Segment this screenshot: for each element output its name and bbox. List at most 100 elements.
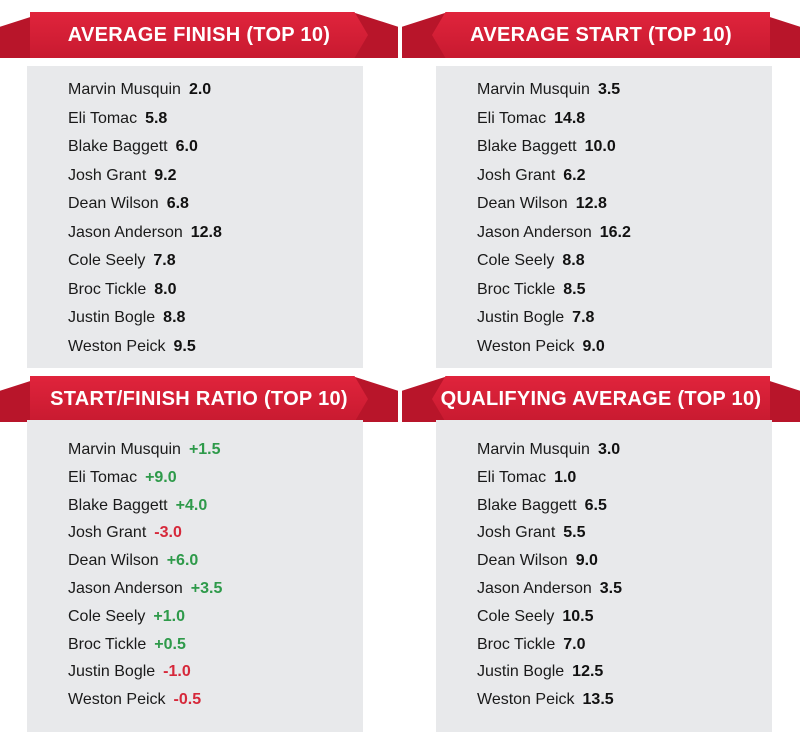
rider-value: 12.8 bbox=[575, 195, 607, 212]
average-start-panel: AVERAGE START (TOP 10) Marvin Musquin 3.5… bbox=[400, 0, 800, 368]
panel-banner: START/FINISH RATIO (TOP 10) bbox=[0, 376, 398, 422]
rider-value: 9.5 bbox=[173, 337, 196, 355]
panel-title: QUALIFYING AVERAGE (TOP 10) bbox=[432, 376, 770, 422]
rider-name: Cole Seely bbox=[477, 252, 555, 269]
list-item: Josh Grant 6.2 bbox=[477, 162, 631, 191]
list-item: Josh Grant 9.2 bbox=[68, 162, 222, 191]
list-item: Justin Bogle 8.8 bbox=[68, 304, 222, 333]
rider-name: Eli Tomac bbox=[68, 468, 138, 486]
rider-value: 6.2 bbox=[563, 166, 586, 184]
list-item: Blake Baggett 6.0 bbox=[68, 133, 222, 162]
list-item: Weston Peick -0.5 bbox=[68, 686, 222, 714]
rider-value: 8.8 bbox=[562, 252, 585, 269]
rider-name: Marvin Musquin bbox=[68, 441, 181, 458]
rider-name: Justin Bogle bbox=[68, 663, 156, 681]
list-item: Josh Grant -3.0 bbox=[68, 519, 222, 547]
rider-name: Jason Anderson bbox=[477, 223, 592, 241]
stats-box: Marvin Musquin 3.5 Eli Tomac 14.8 Blake Bagg… bbox=[436, 66, 772, 368]
rider-name: Eli Tomac bbox=[477, 109, 547, 127]
panel-title: AVERAGE START (TOP 10) bbox=[432, 12, 770, 58]
list-item: Cole Seely 10.5 bbox=[477, 603, 622, 631]
list-item: Weston Peick 13.5 bbox=[477, 686, 622, 714]
rider-value: 8.0 bbox=[154, 280, 177, 298]
rider-value: +6.0 bbox=[166, 552, 199, 570]
rider-value: 14.8 bbox=[554, 109, 586, 127]
rider-value: 8.5 bbox=[563, 280, 586, 298]
rider-value: 16.2 bbox=[599, 223, 631, 241]
rider-value: 2.0 bbox=[188, 81, 212, 98]
rider-name: Justin Bogle bbox=[68, 309, 156, 326]
list-item: Cole Seely 7.8 bbox=[68, 247, 222, 276]
rider-name: Josh Grant bbox=[68, 524, 147, 542]
rider-value: -0.5 bbox=[173, 691, 202, 709]
rider-name: Dean Wilson bbox=[477, 552, 568, 570]
rider-value: 1.0 bbox=[554, 468, 577, 486]
rider-value: 9.0 bbox=[582, 337, 605, 355]
list-item: Jason Anderson 12.8 bbox=[68, 219, 222, 248]
list-item: Blake Baggett +4.0 bbox=[68, 492, 222, 520]
rider-value: +3.5 bbox=[190, 579, 223, 597]
rider-name: Eli Tomac bbox=[68, 109, 138, 127]
list-item: Blake Baggett 6.5 bbox=[477, 492, 622, 520]
rider-name: Cole Seely bbox=[477, 607, 555, 625]
rider-value: -3.0 bbox=[154, 524, 182, 542]
rider-name: Broc Tickle bbox=[68, 280, 147, 298]
rider-name: Weston Peick bbox=[68, 337, 166, 355]
rider-value: 5.5 bbox=[563, 524, 586, 542]
rider-name: Josh Grant bbox=[477, 524, 556, 542]
stats-list: Marvin Musquin 3.0 Eli Tomac 1.0 Blake Bagge… bbox=[477, 436, 622, 714]
stats-list: Marvin Musquin +1.5 Eli Tomac +9.0 Blake Bag… bbox=[68, 436, 222, 714]
list-item: Marvin Musquin 3.0 bbox=[477, 436, 622, 464]
rider-name: Weston Peick bbox=[477, 691, 575, 709]
panel-banner: AVERAGE FINISH (TOP 10) bbox=[0, 12, 398, 58]
rider-name: Josh Grant bbox=[477, 166, 556, 184]
list-item: Marvin Musquin 2.0 bbox=[68, 76, 222, 105]
rider-value: 12.5 bbox=[572, 663, 604, 681]
rider-value: 7.8 bbox=[153, 252, 176, 269]
rider-value: +1.0 bbox=[153, 607, 185, 625]
rider-value: 6.5 bbox=[584, 496, 607, 514]
list-item: Blake Baggett 10.0 bbox=[477, 133, 631, 162]
average-finish-panel: AVERAGE FINISH (TOP 10) Marvin Musquin 2.… bbox=[0, 0, 400, 368]
rider-value: 3.0 bbox=[597, 441, 621, 458]
rider-value: 7.8 bbox=[572, 309, 595, 326]
rider-name: Marvin Musquin bbox=[477, 441, 590, 458]
rider-value: 10.0 bbox=[584, 138, 616, 155]
stats-box: Marvin Musquin +1.5 Eli Tomac +9.0 Blake Bag… bbox=[27, 420, 363, 732]
rider-name: Dean Wilson bbox=[68, 552, 159, 570]
rider-name: Marvin Musquin bbox=[68, 81, 181, 98]
panel-banner: AVERAGE START (TOP 10) bbox=[402, 12, 800, 58]
rider-value: 6.0 bbox=[175, 138, 198, 155]
rider-name: Blake Baggett bbox=[68, 138, 168, 155]
rider-name: Blake Baggett bbox=[477, 496, 577, 514]
rider-name: Blake Baggett bbox=[68, 496, 168, 514]
list-item: Cole Seely +1.0 bbox=[68, 603, 222, 631]
rider-name: Justin Bogle bbox=[477, 663, 565, 681]
list-item: Justin Bogle 12.5 bbox=[477, 658, 622, 686]
panel-title: START/FINISH RATIO (TOP 10) bbox=[30, 376, 368, 422]
rider-name: Broc Tickle bbox=[477, 280, 556, 298]
list-item: Dean Wilson 6.8 bbox=[68, 190, 222, 219]
list-item: Jason Anderson 3.5 bbox=[477, 575, 622, 603]
rider-value: 10.5 bbox=[562, 607, 594, 625]
list-item: Weston Peick 9.0 bbox=[477, 333, 631, 362]
rider-name: Justin Bogle bbox=[477, 309, 565, 326]
rider-name: Cole Seely bbox=[68, 252, 146, 269]
rider-name: Dean Wilson bbox=[477, 195, 568, 212]
list-item: Dean Wilson 9.0 bbox=[477, 547, 622, 575]
qualifying-average-panel: QUALIFYING AVERAGE (TOP 10) Marvin Musqu… bbox=[400, 368, 800, 736]
rider-name: Dean Wilson bbox=[68, 195, 159, 212]
stats-box: Marvin Musquin 2.0 Eli Tomac 5.8 Blake Bagge… bbox=[27, 66, 363, 368]
list-item: Dean Wilson +6.0 bbox=[68, 547, 222, 575]
rider-value: -1.0 bbox=[163, 663, 191, 681]
list-item: Marvin Musquin +1.5 bbox=[68, 436, 222, 464]
list-item: Jason Anderson 16.2 bbox=[477, 219, 631, 248]
rider-value: +1.5 bbox=[188, 441, 221, 458]
rider-value: 8.8 bbox=[163, 309, 186, 326]
rider-value: 3.5 bbox=[599, 579, 622, 597]
rider-value: +4.0 bbox=[175, 496, 208, 514]
stats-list: Marvin Musquin 2.0 Eli Tomac 5.8 Blake Bagge… bbox=[68, 76, 222, 361]
list-item: Broc Tickle 7.0 bbox=[477, 631, 622, 659]
rider-value: 12.8 bbox=[190, 223, 222, 241]
rider-name: Josh Grant bbox=[68, 166, 147, 184]
